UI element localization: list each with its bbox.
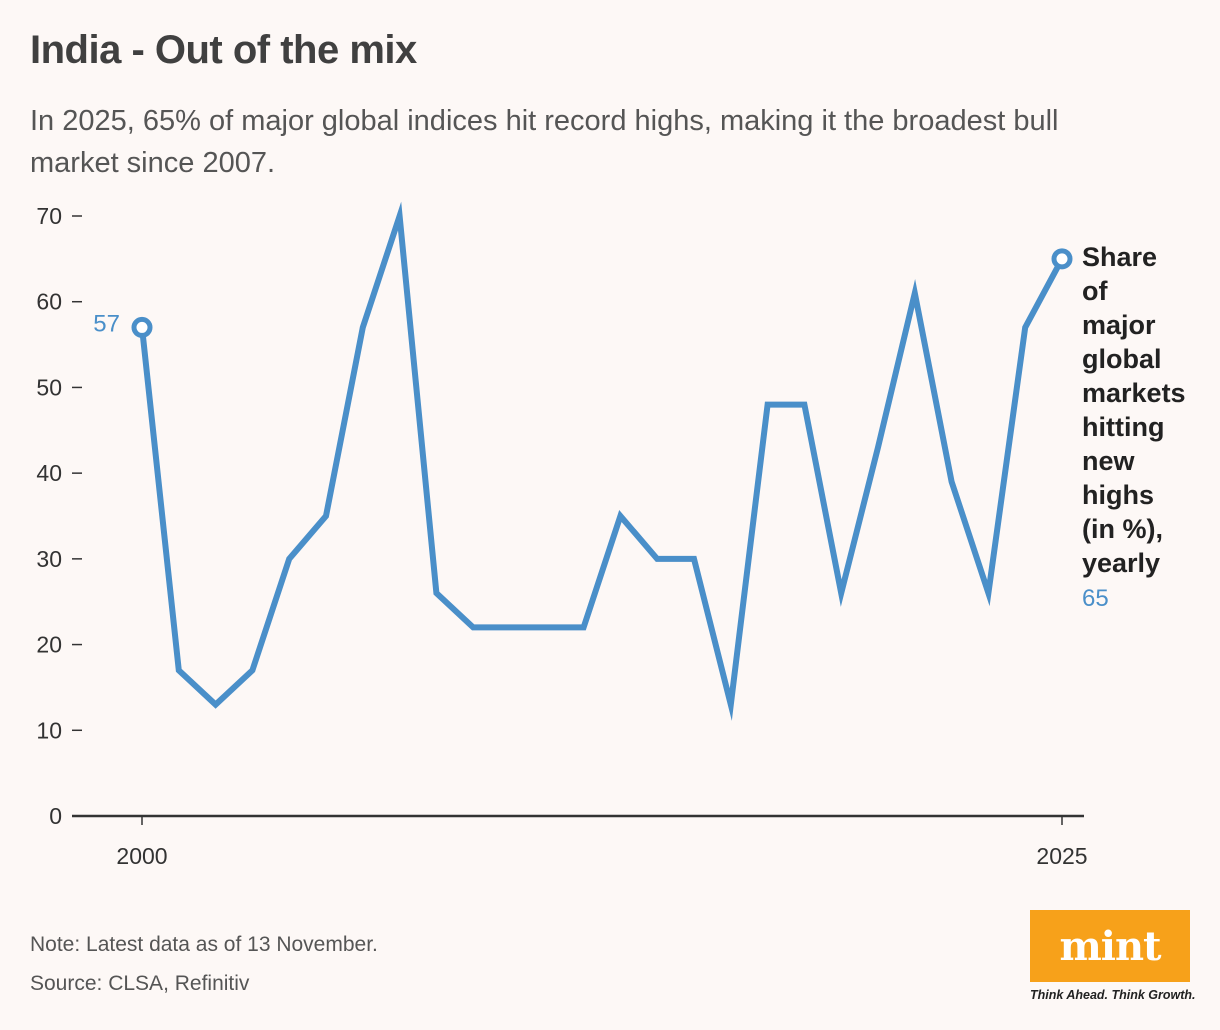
footnote: Note: Latest data as of 13 November.	[30, 933, 378, 956]
series-name-label: yearly	[1082, 548, 1160, 578]
series-line	[139, 201, 1065, 721]
y-tick-label: 70	[36, 203, 62, 229]
y-axis: 0 10 20 30 40 50 60 70	[36, 203, 82, 829]
y-tick-label: 0	[49, 803, 62, 829]
mint-logo: mint	[1030, 910, 1190, 982]
x-tick-label: 2025	[1036, 843, 1087, 869]
series-name-label: global	[1082, 344, 1162, 374]
series-name-label: highs	[1082, 480, 1154, 510]
source-note: Source: CLSA, Refinitiv	[30, 972, 250, 995]
series-name-label: markets	[1082, 378, 1186, 408]
y-tick-label: 20	[36, 632, 62, 658]
y-tick-label: 50	[36, 374, 62, 400]
end-point	[1051, 248, 1073, 270]
logo-text: mint	[1059, 922, 1161, 970]
start-value-label: 57	[93, 310, 120, 337]
series-layer	[131, 201, 1073, 721]
series-name-label: Share	[1082, 242, 1157, 272]
labels-layer: 57 Share of major global markets hitting new hig…	[93, 242, 1185, 612]
chart-title: India - Out of the mix	[30, 28, 417, 72]
tagline: Think Ahead. Think Growth.	[1030, 988, 1196, 1002]
end-value-label: 65	[1082, 585, 1109, 612]
series-name-label: of	[1082, 276, 1108, 306]
start-point	[131, 316, 153, 338]
series-name-label: major	[1082, 310, 1156, 340]
x-axis: 2000 2025	[72, 814, 1088, 869]
series-name-label: hitting	[1082, 412, 1164, 442]
series-name-label: (in %),	[1082, 514, 1163, 544]
y-tick-label: 10	[36, 717, 62, 743]
y-tick-label: 40	[36, 460, 62, 486]
y-tick-label: 30	[36, 546, 62, 572]
y-tick-label: 60	[36, 289, 62, 315]
x-tick-label: 2000	[116, 843, 167, 869]
line-chart: 0 10 20 30 40 50 60 70 2000 2025 57 Share of major g…	[36, 201, 1186, 869]
series-name-label: new	[1082, 446, 1136, 476]
chart-subtitle: In 2025, 65% of major global indices hit…	[30, 105, 1059, 179]
